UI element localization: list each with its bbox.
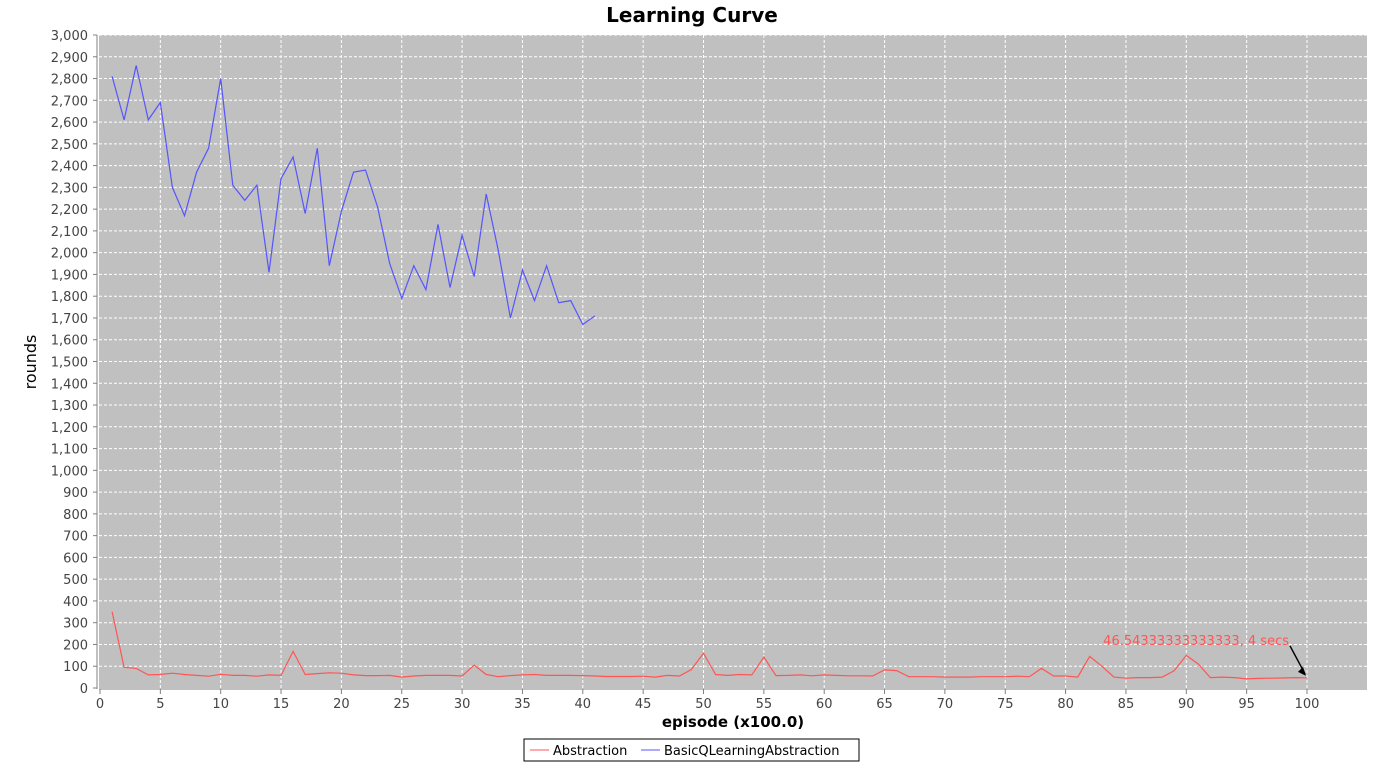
x-tick-label: 25 bbox=[393, 697, 410, 712]
legend-label-abstraction: Abstraction bbox=[553, 744, 627, 759]
y-tick-label: 2,400 bbox=[51, 160, 88, 175]
annotation-arrowhead bbox=[1298, 666, 1306, 676]
x-tick-label: 75 bbox=[997, 697, 1014, 712]
y-tick-label: 1,900 bbox=[51, 268, 88, 283]
y-axis-ticks: 0 100 200 300 400 500 600 700 800 900 1,000 1,100 1,… bbox=[51, 29, 97, 697]
y-tick-label: 100 bbox=[63, 660, 88, 675]
annotation-label: 46.54333333333333, 4 secs bbox=[1103, 634, 1289, 649]
y-tick-label: 900 bbox=[63, 486, 88, 501]
x-tick-label: 55 bbox=[756, 697, 773, 712]
y-tick-label: 1,500 bbox=[51, 356, 88, 371]
y-tick-label: 2,100 bbox=[51, 225, 88, 240]
y-tick-label: 1,300 bbox=[51, 399, 88, 414]
legend-label-basicqlearning: BasicQLearningAbstraction bbox=[664, 744, 839, 759]
y-tick-label: 1,400 bbox=[51, 377, 88, 392]
y-tick-label: 1,100 bbox=[51, 443, 88, 458]
y-tick-label: 1,200 bbox=[51, 421, 88, 436]
y-tick-label: 1,000 bbox=[51, 464, 88, 479]
x-tick-label: 40 bbox=[575, 697, 592, 712]
y-tick-label: 2,500 bbox=[51, 138, 88, 153]
grid-lines bbox=[99, 34, 1367, 688]
x-tick-label: 90 bbox=[1178, 697, 1195, 712]
y-tick-label: 2,700 bbox=[51, 94, 88, 109]
series-line-0 bbox=[111, 611, 1308, 680]
x-tick-label: 0 bbox=[96, 697, 104, 712]
x-tick-label: 50 bbox=[695, 697, 712, 712]
y-tick-label: 2,900 bbox=[51, 51, 88, 66]
y-tick-label: 1,600 bbox=[51, 334, 88, 349]
y-tick-label: 0 bbox=[80, 682, 88, 697]
y-tick-label: 700 bbox=[63, 530, 88, 545]
x-axis-ticks: 0 5 10 15 20 25 30 35 40 45 50 55 60 65 70 75 80 85 90 95 10… bbox=[96, 689, 1320, 712]
x-tick-label: 95 bbox=[1238, 697, 1255, 712]
x-tick-label: 30 bbox=[454, 697, 471, 712]
chart-title: Learning Curve bbox=[606, 3, 778, 27]
y-tick-label: 300 bbox=[63, 617, 88, 632]
x-tick-label: 35 bbox=[514, 697, 531, 712]
annotation: 46.54333333333333, 4 secs bbox=[1103, 634, 1306, 676]
y-tick-label: 400 bbox=[63, 595, 88, 610]
series-lines bbox=[111, 65, 1308, 680]
y-tick-label: 2,600 bbox=[51, 116, 88, 131]
y-tick-label: 3,000 bbox=[51, 29, 88, 44]
legend: Abstraction BasicQLearningAbstraction bbox=[523, 738, 860, 762]
x-tick-label: 10 bbox=[212, 697, 229, 712]
x-tick-label: 70 bbox=[937, 697, 954, 712]
y-axis-label: rounds bbox=[21, 335, 40, 390]
x-tick-label: 85 bbox=[1118, 697, 1135, 712]
y-tick-label: 1,700 bbox=[51, 312, 88, 327]
legend-box bbox=[523, 738, 860, 762]
y-tick-label: 2,800 bbox=[51, 73, 88, 88]
y-tick-label: 1,800 bbox=[51, 290, 88, 305]
x-tick-label: 5 bbox=[156, 697, 164, 712]
x-axis-label: episode (x100.0) bbox=[662, 713, 804, 731]
y-tick-label: 2,300 bbox=[51, 181, 88, 196]
y-tick-label: 2,200 bbox=[51, 203, 88, 218]
y-tick-label: 500 bbox=[63, 573, 88, 588]
y-tick-label: 800 bbox=[63, 508, 88, 523]
x-tick-label: 20 bbox=[333, 697, 350, 712]
y-tick-label: 600 bbox=[63, 551, 88, 566]
x-tick-label: 80 bbox=[1057, 697, 1074, 712]
x-tick-label: 65 bbox=[876, 697, 893, 712]
x-tick-label: 45 bbox=[635, 697, 652, 712]
x-tick-label: 100 bbox=[1295, 697, 1320, 712]
x-tick-label: 60 bbox=[816, 697, 833, 712]
series-line-1 bbox=[111, 65, 596, 326]
y-tick-label: 2,000 bbox=[51, 247, 88, 262]
y-tick-label: 200 bbox=[63, 638, 88, 653]
x-tick-label: 15 bbox=[273, 697, 290, 712]
